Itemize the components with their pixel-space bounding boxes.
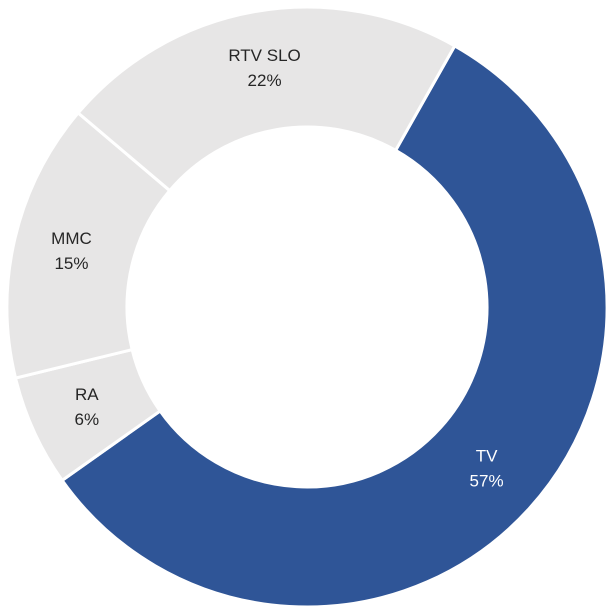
slice-value-label: 22% <box>248 71 282 90</box>
slice-value-label: 15% <box>54 254 88 273</box>
donut-slice <box>60 43 608 607</box>
slice-value-label: 6% <box>75 410 100 429</box>
donut-slice <box>76 5 457 193</box>
slice-value-label: 57% <box>470 472 504 491</box>
slice-label: RA <box>75 385 99 404</box>
slice-label: TV <box>476 447 498 466</box>
slice-label: RTV SLO <box>228 46 300 65</box>
slice-label: MMC <box>51 229 92 248</box>
